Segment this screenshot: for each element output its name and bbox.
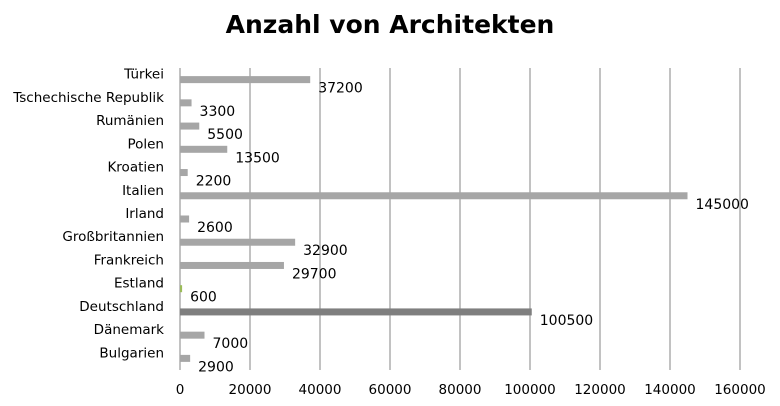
category-label: Tschechische Republik (12, 90, 164, 106)
x-tick-label: 80000 (439, 382, 482, 398)
x-tick-label: 60000 (369, 382, 412, 398)
bar (180, 285, 183, 293)
data-label: 13500 (235, 150, 280, 166)
x-tick-label: 40000 (299, 382, 342, 398)
x-tick-label: 100000 (504, 382, 556, 398)
category-label: Bulgarien (99, 345, 164, 361)
category-label: Polen (127, 136, 164, 152)
bar (180, 261, 284, 269)
category-label: Kroatien (107, 160, 164, 176)
category-label: Deutschland (79, 299, 164, 315)
bar (180, 331, 205, 339)
data-label: 2200 (196, 174, 232, 190)
bar-layer (180, 76, 688, 362)
x-tick-label: 20000 (229, 382, 272, 398)
data-label: 3300 (200, 104, 236, 120)
bar (180, 308, 532, 316)
category-label: Italien (122, 183, 164, 199)
bar (180, 192, 688, 200)
data-label: 5500 (207, 127, 243, 143)
bar (180, 145, 228, 153)
data-label: 100500 (540, 313, 593, 329)
bar (180, 76, 311, 84)
bar (180, 354, 191, 362)
category-label: Irland (125, 206, 164, 222)
category-label: Rumänien (96, 113, 164, 129)
data-label: 32900 (303, 243, 348, 259)
data-label: 2600 (197, 220, 233, 236)
category-label: Estland (114, 276, 164, 292)
x-tick-label: 120000 (574, 382, 626, 398)
data-label: 145000 (696, 197, 749, 213)
data-label: 600 (190, 290, 217, 306)
category-label: Türkei (123, 67, 164, 83)
category-label: Frankreich (94, 252, 164, 268)
x-tick-label: 0 (176, 382, 185, 398)
data-label: 2900 (198, 359, 234, 375)
data-label: 7000 (213, 336, 249, 352)
category-label: Großbritannien (62, 229, 164, 245)
bar (180, 169, 188, 177)
bar (180, 122, 200, 130)
grid-layer (179, 68, 741, 370)
bar (180, 238, 296, 246)
label-layer: 0 20000 40000 60000 80000 100000 120000 140000 1… (12, 67, 766, 398)
x-tick-label: 140000 (644, 382, 696, 398)
chart-title: Anzahl von Architekten (225, 10, 555, 39)
data-label: 29700 (292, 266, 337, 282)
x-tick-label: 160000 (714, 382, 766, 398)
data-label: 37200 (318, 81, 363, 97)
bar (180, 215, 190, 223)
category-label: Dänemark (94, 322, 165, 338)
bar (180, 99, 192, 107)
